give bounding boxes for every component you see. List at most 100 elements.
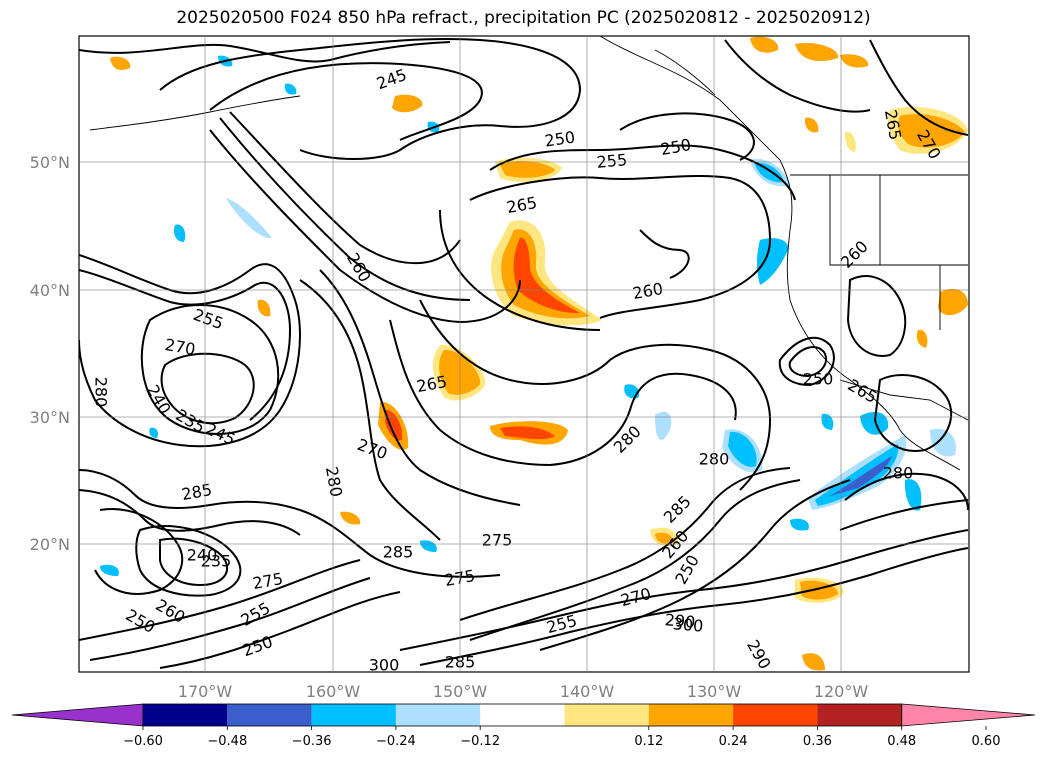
contour-line: [229, 111, 461, 265]
contour-label: 270: [355, 435, 390, 463]
contour-line: [94, 508, 184, 595]
precip-negative-area: [790, 518, 809, 531]
contour-line: [159, 591, 401, 669]
contour-line: [319, 269, 521, 506]
colorbar-tick-label: 0.12: [634, 734, 663, 749]
contour-label: 275: [482, 531, 513, 550]
colorbar-extend-max: [901, 703, 1036, 727]
colorbar-segment: [395, 704, 481, 726]
contour-label: 260: [837, 237, 872, 272]
lon-tick-label: 130°W: [687, 682, 742, 701]
contour-label: 245: [374, 65, 409, 93]
precip-negative-area: [728, 431, 757, 467]
contour-line: [159, 37, 582, 160]
precip-negative-area: [904, 479, 922, 511]
contour-label: 240: [143, 382, 175, 418]
contour-line: [419, 299, 772, 491]
contour-line: [160, 352, 255, 425]
colorbar-segment: [733, 704, 818, 726]
contour-line: [846, 275, 907, 357]
precip-positive-area: [844, 131, 856, 152]
precip-positive-area: [500, 161, 555, 178]
precip-negative-area: [149, 427, 159, 438]
contour-label: 280: [883, 464, 914, 483]
contour-line: [79, 254, 301, 448]
contour-label: 285: [383, 543, 414, 562]
precip-positive-area: [750, 36, 779, 53]
contour-line: [459, 467, 791, 621]
contour-line: [788, 346, 827, 378]
contour-label: 255: [191, 305, 226, 333]
contour-label: 250: [240, 632, 275, 660]
contour-label: 300: [369, 656, 400, 675]
colorbar-tick-label: 0.48: [887, 734, 916, 749]
contour-line: [79, 489, 301, 536]
contour-line: [539, 479, 851, 651]
precip-negative-area: [930, 428, 956, 457]
contour-line: [439, 209, 601, 331]
contour-label: 250: [543, 127, 576, 150]
precip-positive-area: [439, 349, 481, 395]
precip-positive-area: [513, 237, 580, 314]
contour-line: [839, 499, 969, 531]
contour-label: 255: [238, 598, 274, 630]
border-us-mexico: [839, 379, 969, 421]
precip-positive-area: [257, 299, 271, 317]
precip-negative-area: [100, 564, 119, 576]
contour-line: [135, 525, 242, 597]
map-frame: [78, 35, 970, 673]
colorbar-tick-label: −0.60: [123, 734, 163, 749]
colorbar-segment: [143, 704, 228, 726]
contour-line: [844, 472, 969, 511]
contour-label: 250: [659, 135, 692, 159]
contour-line: [619, 112, 755, 161]
colorbar-tick-label: −0.48: [207, 734, 247, 749]
refractivity-contours: [79, 37, 969, 669]
colorbar-outline: [142, 703, 903, 727]
contour-label: 255: [545, 611, 579, 637]
contour-line: [419, 547, 969, 666]
contour-line: [724, 39, 871, 113]
precip-positive-area: [804, 117, 819, 133]
contour-line: [778, 336, 835, 387]
precip-negative-area: [420, 540, 437, 552]
lat-tick-label: 30°N: [30, 408, 70, 427]
contour-label: 280: [610, 422, 645, 457]
precip-positive-area: [916, 329, 928, 348]
precip-positive-area: [938, 288, 968, 316]
precip-positive-area: [110, 56, 131, 70]
contour-label: 290: [664, 610, 696, 632]
coastlines: [89, 36, 969, 471]
contour-label: 270: [163, 335, 196, 359]
contour-line: [389, 319, 737, 467]
contour-line: [140, 304, 280, 435]
lon-tick-label: 170°W: [178, 682, 233, 701]
contour-line: [469, 479, 801, 641]
contour-label: 260: [631, 279, 664, 303]
lon-tick-label: 120°W: [814, 682, 869, 701]
map-title: 2025020500 F024 850 hPa refract., precip…: [176, 8, 871, 28]
contour-line: [469, 175, 772, 319]
precip-positive-area: [385, 410, 403, 441]
colorbar-segment: [480, 704, 565, 726]
precip-negative-area: [624, 384, 640, 399]
precip-positive-area: [898, 113, 965, 148]
contour-label: 255: [596, 150, 628, 172]
contour-label: 250: [803, 370, 834, 389]
contour-line: [209, 62, 483, 141]
lat-tick-label: 50°N: [30, 153, 70, 172]
contour-label: 275: [251, 569, 284, 593]
contour-line: [89, 577, 371, 661]
precip-fills: [100, 36, 968, 671]
precip-positive-area: [340, 511, 361, 525]
contour-line: [489, 144, 796, 201]
colorbar-tick-label: 0.36: [803, 734, 832, 749]
contour-line: [79, 559, 361, 641]
contour-label: 265: [505, 193, 538, 217]
precip-negative-area: [174, 224, 186, 242]
precip-positive-area: [795, 42, 839, 62]
contour-line: [79, 269, 292, 421]
precip-negative-area: [755, 163, 784, 183]
contour-label: 240: [187, 546, 218, 565]
lat-tick-labels: 50°N 40°N 30°N 20°N: [30, 153, 70, 554]
